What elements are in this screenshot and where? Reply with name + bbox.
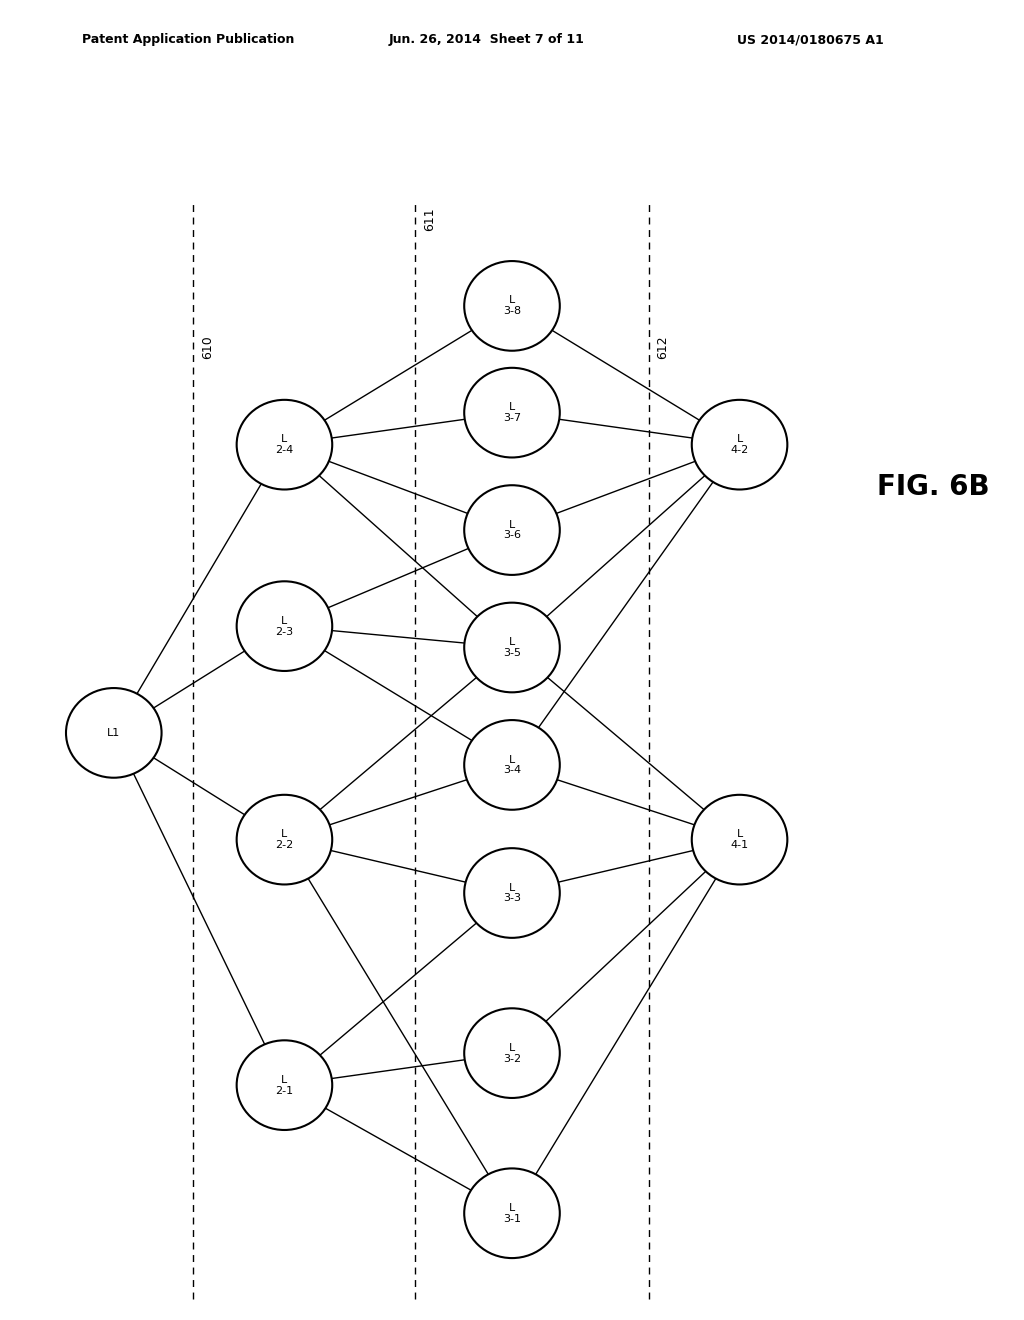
Text: L
4-2: L 4-2 xyxy=(730,434,749,455)
Text: Patent Application Publication: Patent Application Publication xyxy=(82,33,294,46)
Text: L
3-6: L 3-6 xyxy=(503,520,521,540)
Circle shape xyxy=(692,400,787,490)
Text: L
2-4: L 2-4 xyxy=(275,434,294,455)
Circle shape xyxy=(464,849,560,937)
Text: 611: 611 xyxy=(423,207,436,231)
Circle shape xyxy=(692,795,787,884)
Text: Jun. 26, 2014  Sheet 7 of 11: Jun. 26, 2014 Sheet 7 of 11 xyxy=(389,33,585,46)
Circle shape xyxy=(237,400,332,490)
Text: FIG. 6B: FIG. 6B xyxy=(877,474,989,502)
Circle shape xyxy=(237,581,332,671)
Text: L
2-3: L 2-3 xyxy=(275,615,294,636)
Text: L
3-3: L 3-3 xyxy=(503,883,521,903)
Circle shape xyxy=(237,1040,332,1130)
Circle shape xyxy=(464,1168,560,1258)
Circle shape xyxy=(464,1008,560,1098)
Text: 610: 610 xyxy=(202,335,214,359)
Text: L
3-5: L 3-5 xyxy=(503,638,521,657)
Circle shape xyxy=(464,603,560,692)
Circle shape xyxy=(464,261,560,351)
Text: L1: L1 xyxy=(108,727,121,738)
Text: L
2-2: L 2-2 xyxy=(275,829,294,850)
Circle shape xyxy=(66,688,162,777)
Text: L
3-7: L 3-7 xyxy=(503,403,521,422)
Text: L
3-2: L 3-2 xyxy=(503,1043,521,1064)
Text: L
3-8: L 3-8 xyxy=(503,296,521,317)
Circle shape xyxy=(464,721,560,809)
Circle shape xyxy=(464,486,560,576)
Text: 612: 612 xyxy=(656,335,670,359)
Text: L
3-4: L 3-4 xyxy=(503,755,521,775)
Text: US 2014/0180675 A1: US 2014/0180675 A1 xyxy=(737,33,884,46)
Circle shape xyxy=(464,368,560,458)
Text: L
3-1: L 3-1 xyxy=(503,1203,521,1224)
Text: L
4-1: L 4-1 xyxy=(730,829,749,850)
Text: L
2-1: L 2-1 xyxy=(275,1074,294,1096)
Circle shape xyxy=(237,795,332,884)
